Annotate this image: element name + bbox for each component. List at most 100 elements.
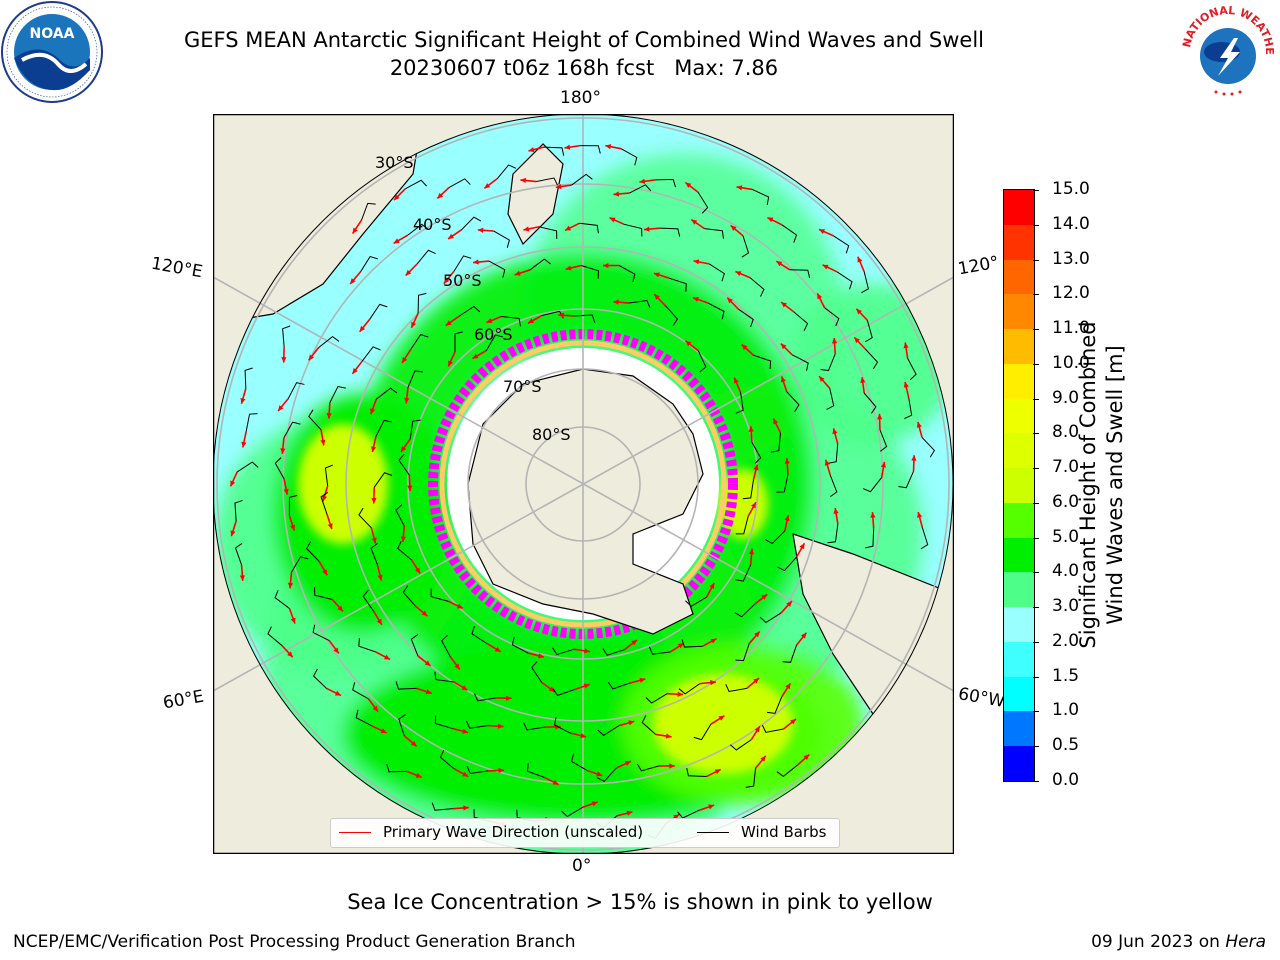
- wave-arrow: [370, 527, 377, 544]
- wave-arrow: [565, 264, 582, 271]
- wave-arrow: [283, 478, 289, 495]
- wave-arrow: [705, 582, 715, 598]
- wave-arrow: [605, 144, 622, 150]
- colorbar-segment: [1004, 468, 1034, 503]
- wind-barb: [358, 507, 372, 529]
- wind-barb: [448, 178, 471, 188]
- wind-barb: [405, 179, 428, 190]
- wave-arrow: [781, 682, 792, 698]
- wave-arrow: [735, 270, 751, 279]
- wave-arrow: [477, 227, 494, 233]
- wave-arrow: [564, 222, 580, 232]
- wave-arrow: [448, 600, 464, 610]
- colorbar-tick: [1033, 363, 1039, 365]
- wave-arrow: [613, 191, 630, 197]
- wave-arrow: [877, 413, 883, 430]
- wave-arrow: [473, 259, 490, 265]
- wave-arrow: [288, 608, 296, 624]
- wind-barb: [496, 164, 517, 180]
- wave-arrow: [618, 720, 635, 727]
- wave-arrow: [613, 299, 630, 305]
- colorbar-segment: [1004, 260, 1034, 294]
- wave-arrow: [857, 256, 865, 272]
- wind-barb: [579, 222, 599, 234]
- title-line-2: 20230607 t06z 168h fcst Max: 7.86: [389, 56, 779, 80]
- wind-barb: [466, 720, 488, 729]
- wave-arrow: [449, 656, 461, 670]
- map-legend: Primary Wave Direction (unscaled) Wind B…: [330, 818, 840, 848]
- title-line-1: GEFS MEAN Antarctic Significant Height o…: [183, 28, 985, 52]
- wave-arrow: [414, 605, 428, 617]
- colorbar: [1003, 189, 1035, 782]
- wind-barb: [361, 346, 381, 362]
- footer-branch: NCEP/EMC/Verification Post Processing Pr…: [13, 932, 576, 952]
- wave-arrow: [752, 464, 759, 481]
- wind-barb: [453, 255, 472, 272]
- wave-arrow: [754, 593, 768, 605]
- wave-arrow: [818, 375, 831, 389]
- wind-barb: [386, 763, 407, 773]
- wind-barb: [288, 494, 298, 516]
- wind-barb: [793, 311, 809, 331]
- wave-arrow: [853, 336, 866, 350]
- wave-arrow: [831, 337, 838, 354]
- wave-arrow: [393, 188, 406, 201]
- wave-arrow: [318, 560, 328, 576]
- wave-arrow: [616, 810, 633, 817]
- wind-barb: [274, 457, 285, 480]
- wave-arrow: [772, 418, 782, 434]
- wind-barb: [314, 587, 333, 600]
- wave-arrow: [443, 270, 455, 285]
- wave-arrow: [784, 514, 790, 531]
- wave-arrow: [370, 398, 378, 415]
- wave-arrow: [796, 753, 810, 766]
- wind-barb: [777, 556, 797, 572]
- wave-arrow: [400, 526, 406, 543]
- wave-arrow: [326, 402, 332, 419]
- lon-label-60w: 60°W: [956, 684, 1007, 712]
- wind-barb: [466, 765, 489, 775]
- wind-barb: [581, 264, 599, 279]
- wave-arrow: [367, 698, 379, 713]
- legend-wave-line: [339, 831, 371, 833]
- wave-arrow: [749, 548, 755, 565]
- wave-arrow: [541, 681, 556, 693]
- wave-arrow: [328, 640, 340, 654]
- wind-barb: [862, 477, 883, 493]
- wave-arrow: [239, 564, 245, 581]
- wave-arrow: [487, 723, 504, 729]
- colorbar-tick-label: 13.0: [1052, 248, 1090, 269]
- lat-label-50s: 50°S: [443, 271, 482, 290]
- wave-arrow: [586, 769, 603, 777]
- colorbar-tick: [1033, 711, 1039, 713]
- colorbar-tick: [1033, 537, 1039, 539]
- wave-arrow: [693, 259, 710, 265]
- wave-arrow: [281, 346, 287, 363]
- legend-item-wind: Wind Barbs: [697, 823, 826, 841]
- wind-barb: [782, 645, 797, 663]
- wind-barb: [725, 683, 747, 693]
- wind-barb: [641, 715, 657, 735]
- wind-barb: [536, 177, 558, 186]
- wave-arrow: [602, 262, 619, 269]
- wind-barb: [291, 556, 309, 573]
- wave-arrow: [775, 260, 791, 271]
- wind-barb: [552, 688, 575, 696]
- wind-barb: [861, 271, 869, 294]
- wave-arrow: [653, 272, 670, 279]
- wave-arrow: [371, 725, 387, 734]
- wave-arrow: [741, 343, 755, 356]
- wave-arrow: [784, 458, 790, 475]
- wind-barb: [320, 492, 329, 515]
- lon-label-180: 180°: [560, 88, 601, 108]
- wind-barb: [833, 235, 850, 254]
- wind-barb: [596, 767, 617, 782]
- wave-arrow: [733, 377, 742, 393]
- wind-barb: [234, 542, 243, 566]
- polar-map[interactable]: 30°S 40°S 50°S 60°S 70°S 80°S: [213, 114, 954, 854]
- colorbar-segment: [1004, 503, 1034, 538]
- wave-arrow: [702, 637, 717, 647]
- colorbar-tick-label: 12.0: [1052, 283, 1090, 304]
- wave-arrow: [574, 683, 590, 691]
- wind-barb: [898, 471, 914, 489]
